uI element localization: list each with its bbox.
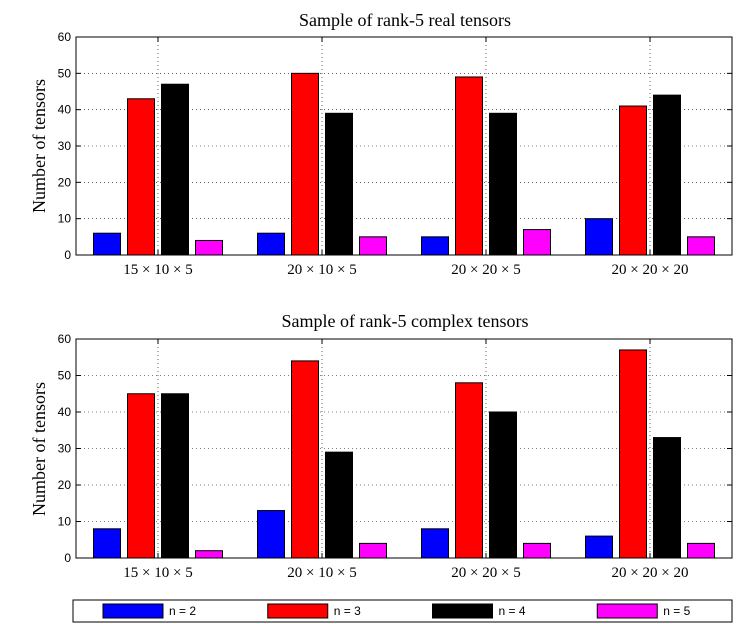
bar bbox=[127, 98, 155, 256]
bar bbox=[359, 236, 387, 256]
bar bbox=[421, 528, 449, 559]
chart-panel-complex: Sample of rank-5 complex tensors Number … bbox=[29, 311, 733, 581]
bar bbox=[421, 236, 449, 256]
legend-swatch bbox=[596, 603, 658, 619]
bar bbox=[455, 382, 483, 559]
x-tick-label: 20 × 20 × 5 bbox=[451, 565, 520, 581]
legend-box bbox=[72, 599, 733, 623]
x-ticks-real: 15 × 10 × 5 20 × 10 × 5 20 × 20 × 5 20 × 20… bbox=[123, 37, 688, 278]
chart-title-real: Sample of rank-5 real tensors bbox=[299, 10, 511, 30]
chart-title-complex: Sample of rank-5 complex tensors bbox=[282, 311, 529, 331]
y-tick-label: 40 bbox=[58, 103, 72, 117]
x-tick-label: 15 × 10 × 5 bbox=[123, 262, 192, 278]
legend-swatch bbox=[102, 603, 164, 619]
y-axis-label-complex: Number of tensors bbox=[29, 382, 49, 516]
x-tick-label: 20 × 20 × 20 bbox=[612, 565, 689, 581]
y-tick-label: 50 bbox=[58, 369, 72, 383]
bar bbox=[489, 411, 517, 559]
y-tick-label: 20 bbox=[58, 478, 72, 492]
bar bbox=[359, 542, 387, 559]
x-tick-label: 20 × 20 × 20 bbox=[612, 262, 689, 278]
y-axis-label-real: Number of tensors bbox=[29, 79, 49, 213]
bar bbox=[619, 349, 647, 559]
y-tick-label: 30 bbox=[58, 139, 72, 153]
bar bbox=[257, 510, 285, 559]
legend-label: n = 4 bbox=[499, 604, 526, 618]
bar bbox=[585, 218, 613, 256]
chart-panel-real: Sample of rank-5 real tensors Number of … bbox=[29, 10, 733, 278]
y-tick-label: 60 bbox=[58, 332, 72, 346]
y-ticks-real: 0 10 20 30 40 50 60 bbox=[58, 30, 732, 262]
y-tick-label: 0 bbox=[64, 551, 71, 565]
bar bbox=[523, 229, 551, 256]
legend-swatch bbox=[432, 603, 493, 619]
bar bbox=[127, 393, 155, 559]
x-tick-label: 20 × 10 × 5 bbox=[287, 262, 356, 278]
legend: n = 2 n = 3 n = 4 n = 5 bbox=[72, 599, 733, 623]
y-tick-label: 0 bbox=[64, 248, 71, 262]
bar bbox=[687, 542, 715, 559]
bar bbox=[257, 232, 285, 256]
y-ticks-complex: 0 10 20 30 40 50 60 bbox=[58, 332, 732, 565]
y-tick-label: 40 bbox=[58, 405, 72, 419]
x-tick-label: 20 × 10 × 5 bbox=[287, 565, 356, 581]
legend-swatch bbox=[267, 603, 329, 619]
bar bbox=[195, 550, 223, 559]
y-tick-label: 60 bbox=[58, 30, 72, 44]
bar bbox=[455, 76, 483, 256]
bar bbox=[93, 528, 121, 559]
bar bbox=[291, 360, 319, 559]
legend-items: n = 2 n = 3 n = 4 n = 5 bbox=[102, 603, 691, 619]
bar bbox=[161, 83, 189, 256]
grid-complex bbox=[76, 339, 732, 558]
bar bbox=[325, 451, 353, 559]
y-tick-label: 50 bbox=[58, 66, 72, 80]
legend-label: n = 5 bbox=[663, 604, 690, 618]
bar bbox=[161, 393, 189, 559]
x-tick-label: 20 × 20 × 5 bbox=[451, 262, 520, 278]
y-tick-label: 10 bbox=[58, 515, 72, 529]
bar bbox=[291, 72, 319, 256]
bar bbox=[523, 542, 551, 559]
bars-complex bbox=[93, 349, 715, 559]
bar bbox=[653, 437, 681, 559]
x-ticks-complex: 15 × 10 × 5 20 × 10 × 5 20 × 20 × 5 20 × 20… bbox=[123, 339, 688, 581]
bar bbox=[619, 105, 647, 256]
bar bbox=[325, 112, 353, 256]
legend-label: n = 2 bbox=[169, 604, 196, 618]
bar bbox=[195, 239, 223, 256]
bar bbox=[489, 112, 517, 256]
bar bbox=[653, 94, 681, 256]
bar bbox=[585, 535, 613, 559]
legend-label: n = 3 bbox=[334, 604, 361, 618]
bar bbox=[93, 232, 121, 256]
grid-real bbox=[76, 37, 732, 255]
y-tick-label: 10 bbox=[58, 212, 72, 226]
bar bbox=[687, 236, 715, 256]
bars-real bbox=[93, 72, 715, 256]
y-tick-label: 30 bbox=[58, 442, 72, 456]
x-tick-label: 15 × 10 × 5 bbox=[123, 565, 192, 581]
y-tick-label: 20 bbox=[58, 175, 72, 189]
